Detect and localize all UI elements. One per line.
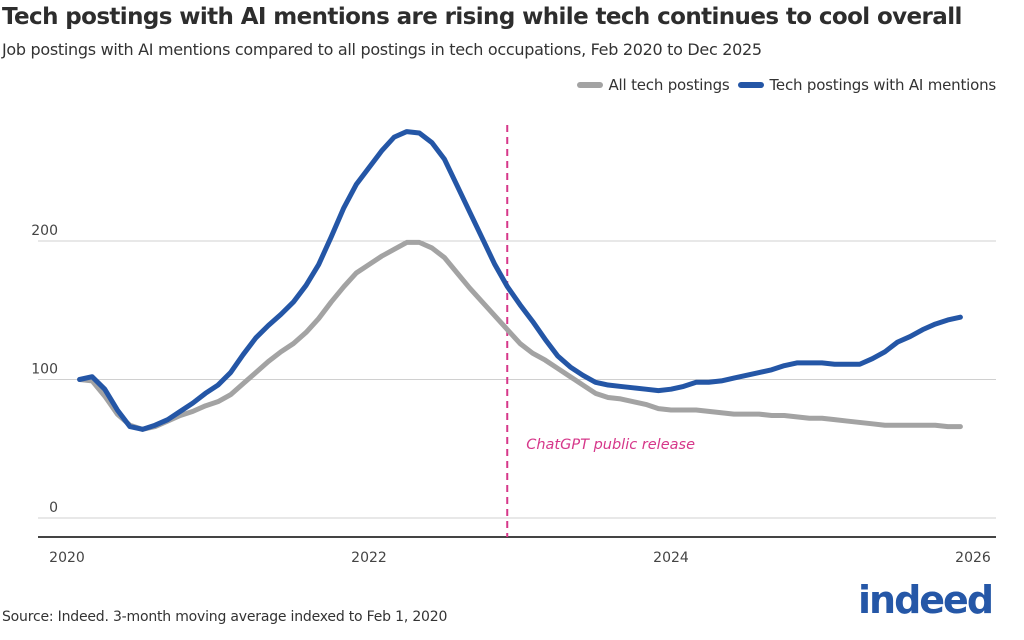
- indeed-logo: indeed: [858, 578, 994, 622]
- y-tick-label: 100: [31, 362, 58, 378]
- source-note: Source: Indeed. 3-month moving average i…: [2, 609, 448, 625]
- y-tick-label: 200: [31, 223, 58, 239]
- x-tick-label: 2022: [351, 550, 387, 566]
- legend-item-ai: Tech postings with AI mentions: [737, 76, 997, 94]
- legend-label-ai: Tech postings with AI mentions: [769, 76, 997, 94]
- x-tick-label: 2020: [49, 550, 85, 566]
- x-tick-label: 2024: [653, 550, 689, 566]
- series-line-all: [77, 239, 963, 432]
- series-ai: [77, 129, 963, 432]
- chart-subtitle: Job postings with AI mentions compared t…: [2, 40, 762, 59]
- legend-swatch-all: [576, 82, 603, 88]
- series-line-ai: [77, 129, 963, 432]
- series-all: [77, 239, 963, 432]
- legend-item-all: All tech postings: [576, 76, 730, 94]
- legend: All tech postings Tech postings with AI …: [576, 76, 997, 94]
- legend-label-all: All tech postings: [608, 76, 730, 94]
- legend-swatch-ai: [737, 82, 764, 88]
- x-tick-label: 2026: [955, 550, 991, 566]
- annotation-label: ChatGPT public release: [526, 437, 695, 453]
- chart-title: Tech postings with AI mentions are risin…: [2, 4, 962, 30]
- y-tick-label: 0: [49, 500, 58, 516]
